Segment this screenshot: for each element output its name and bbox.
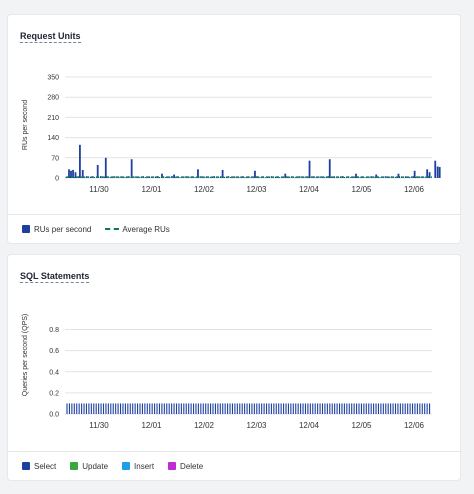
x-tick-label: 12/04	[299, 421, 320, 430]
legend-item-insert[interactable]: Insert	[122, 462, 154, 471]
request-units-chart: 0 70 140 210 280 350 RUs per second 11/30 12/01 1…	[22, 75, 441, 194]
legend-item-delete[interactable]: Delete	[168, 462, 203, 471]
legend-label-insert: Insert	[134, 461, 155, 471]
x-tick-label: 12/05	[351, 185, 372, 194]
x-tick-label: 11/30	[89, 421, 109, 430]
x-tick-label: 12/01	[141, 421, 162, 430]
legend-swatch-average	[105, 228, 120, 230]
sql-statements-chart: 0.0 0.2 0.4 0.6 0.8 Queries per second (QPS) 1…	[22, 314, 432, 430]
request-units-legend: RUs per second Average RUs	[8, 214, 460, 243]
x-tick-label: 12/06	[404, 421, 425, 430]
legend-label-rus: RUs per second	[34, 224, 92, 234]
legend-swatch-delete	[168, 462, 177, 470]
y-tick-label: 70	[51, 155, 59, 162]
legend-label-average: Average RUs	[122, 224, 170, 234]
sql-statements-title: SQL Statements	[20, 271, 90, 283]
legend-label-update: Update	[82, 461, 109, 471]
request-units-title: Request Units	[20, 31, 81, 43]
x-tick-label: 12/03	[246, 185, 267, 194]
y-tick-label: 0.8	[49, 327, 59, 334]
x-tick-label: 12/05	[351, 421, 372, 430]
y-tick-label: 140	[47, 135, 59, 142]
sql-statements-legend: Select Update Insert Delete	[8, 451, 460, 480]
y-tick-label: 0	[55, 176, 59, 183]
legend-swatch-update	[70, 462, 79, 470]
x-tick-label: 12/02	[194, 421, 215, 430]
legend-item-average-rus[interactable]: Average RUs	[105, 224, 170, 234]
x-tick-label: 12/02	[194, 185, 215, 194]
x-tick-label: 12/04	[299, 185, 320, 194]
y-tick-label: 210	[47, 115, 59, 122]
y-axis-title: RUs per second	[22, 100, 29, 150]
y-tick-label: 0.0	[49, 412, 59, 419]
y-tick-label: 280	[47, 95, 59, 102]
request-units-panel: Request Units 0 70 140 210 280 350 RUs per sec…	[8, 15, 460, 243]
legend-label-select: Select	[34, 461, 57, 471]
x-tick-label: 12/03	[246, 421, 267, 430]
y-tick-label: 350	[47, 75, 59, 82]
legend-label-delete: Delete	[180, 461, 204, 471]
legend-swatch-rus	[22, 225, 30, 233]
y-tick-label: 0.6	[49, 348, 59, 355]
legend-item-rus-per-second[interactable]: RUs per second	[22, 225, 91, 234]
x-tick-label: 12/01	[141, 185, 162, 194]
legend-item-select[interactable]: Select	[22, 462, 56, 471]
sql-statements-panel: SQL Statements 0.0 0.2 0.4 0.6 0.8 Queries pe…	[8, 255, 460, 480]
x-tick-label: 12/06	[404, 185, 425, 194]
legend-item-update[interactable]: Update	[70, 462, 108, 471]
y-tick-label: 0.2	[49, 390, 59, 397]
legend-swatch-insert	[122, 462, 131, 470]
legend-swatch-select	[22, 462, 30, 470]
x-tick-label: 11/30	[89, 185, 109, 194]
y-tick-label: 0.4	[49, 369, 59, 376]
y-axis-title: Queries per second (QPS)	[22, 314, 29, 396]
